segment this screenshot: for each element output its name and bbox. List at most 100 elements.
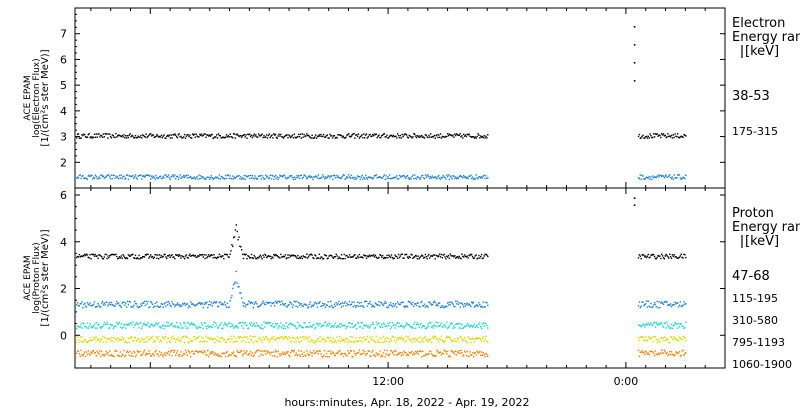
data-point bbox=[101, 135, 103, 137]
data-point bbox=[378, 301, 380, 303]
data-point bbox=[307, 175, 310, 178]
data-point bbox=[331, 256, 334, 258]
data-point bbox=[389, 302, 392, 304]
data-point bbox=[267, 322, 270, 324]
data-point bbox=[404, 253, 406, 256]
data-point bbox=[88, 325, 90, 327]
data-point bbox=[314, 254, 316, 256]
data-point bbox=[656, 256, 658, 259]
data-point bbox=[645, 323, 648, 325]
data-point bbox=[644, 336, 647, 338]
data-point bbox=[203, 303, 205, 305]
data-point bbox=[664, 300, 666, 303]
data-point bbox=[82, 174, 84, 177]
data-point bbox=[153, 339, 155, 341]
data-point bbox=[476, 177, 478, 179]
data-point bbox=[317, 302, 320, 304]
data-point bbox=[654, 133, 657, 135]
data-point bbox=[655, 133, 657, 136]
data-point bbox=[406, 323, 409, 325]
data-point bbox=[354, 352, 356, 355]
data-point bbox=[450, 176, 452, 178]
data-point bbox=[684, 353, 686, 355]
data-point bbox=[199, 351, 201, 353]
data-point bbox=[254, 175, 256, 177]
data-point bbox=[643, 178, 645, 180]
data-point bbox=[224, 253, 226, 256]
data-point bbox=[245, 134, 247, 136]
data-point bbox=[271, 134, 273, 136]
data-point bbox=[166, 301, 168, 303]
data-point bbox=[413, 352, 415, 354]
data-point bbox=[474, 178, 476, 180]
data-point bbox=[240, 350, 242, 352]
data-point bbox=[133, 327, 135, 329]
data-point bbox=[335, 352, 337, 354]
data-point bbox=[221, 337, 223, 339]
data-point bbox=[291, 337, 294, 339]
data-point bbox=[78, 253, 81, 256]
data-point bbox=[76, 255, 79, 258]
data-point bbox=[453, 136, 455, 138]
data-point bbox=[191, 255, 193, 257]
data-point bbox=[94, 352, 97, 354]
data-point bbox=[393, 323, 395, 326]
data-point bbox=[237, 286, 239, 288]
data-point bbox=[663, 322, 666, 324]
data-point bbox=[681, 177, 683, 180]
data-point bbox=[305, 256, 307, 259]
data-point bbox=[453, 175, 455, 177]
data-point bbox=[213, 177, 215, 180]
data-point bbox=[338, 134, 340, 136]
data-point bbox=[268, 341, 270, 343]
data-point bbox=[100, 355, 102, 358]
data-point bbox=[424, 354, 427, 356]
data-point bbox=[426, 175, 428, 177]
data-point bbox=[299, 257, 302, 259]
data-point bbox=[195, 337, 197, 339]
data-point bbox=[645, 340, 648, 342]
data-point bbox=[110, 174, 113, 176]
data-point bbox=[80, 340, 82, 343]
data-point bbox=[380, 356, 382, 358]
data-point bbox=[360, 135, 362, 137]
data-point bbox=[264, 178, 266, 180]
data-point bbox=[385, 257, 387, 259]
data-point bbox=[310, 253, 312, 255]
data-point bbox=[457, 134, 460, 136]
data-point bbox=[95, 305, 97, 308]
data-point bbox=[401, 175, 403, 178]
data-point bbox=[438, 325, 441, 327]
data-point bbox=[317, 174, 320, 176]
data-point bbox=[150, 254, 152, 256]
data-point bbox=[101, 335, 104, 338]
data-point bbox=[108, 133, 110, 135]
data-point bbox=[107, 174, 109, 176]
data-point bbox=[442, 340, 444, 342]
data-point bbox=[359, 305, 361, 307]
data-point bbox=[429, 136, 431, 138]
data-point bbox=[265, 174, 267, 176]
data-point bbox=[419, 324, 421, 326]
data-point bbox=[677, 302, 679, 304]
data-point bbox=[487, 255, 489, 258]
data-point bbox=[682, 349, 684, 351]
data-point bbox=[285, 336, 287, 338]
data-point bbox=[341, 324, 344, 327]
data-point bbox=[199, 327, 202, 329]
data-point bbox=[153, 305, 155, 307]
data-point bbox=[368, 176, 370, 178]
data-point bbox=[102, 324, 105, 326]
data-point bbox=[238, 236, 240, 238]
data-point bbox=[480, 340, 483, 342]
data-point bbox=[262, 327, 264, 330]
data-point bbox=[670, 257, 673, 259]
data-point bbox=[100, 255, 102, 257]
data-point bbox=[426, 305, 428, 307]
data-point bbox=[381, 256, 383, 258]
data-point bbox=[287, 176, 289, 178]
data-point bbox=[396, 175, 398, 177]
data-point bbox=[430, 326, 433, 328]
data-point bbox=[114, 341, 116, 343]
data-point bbox=[299, 325, 302, 327]
